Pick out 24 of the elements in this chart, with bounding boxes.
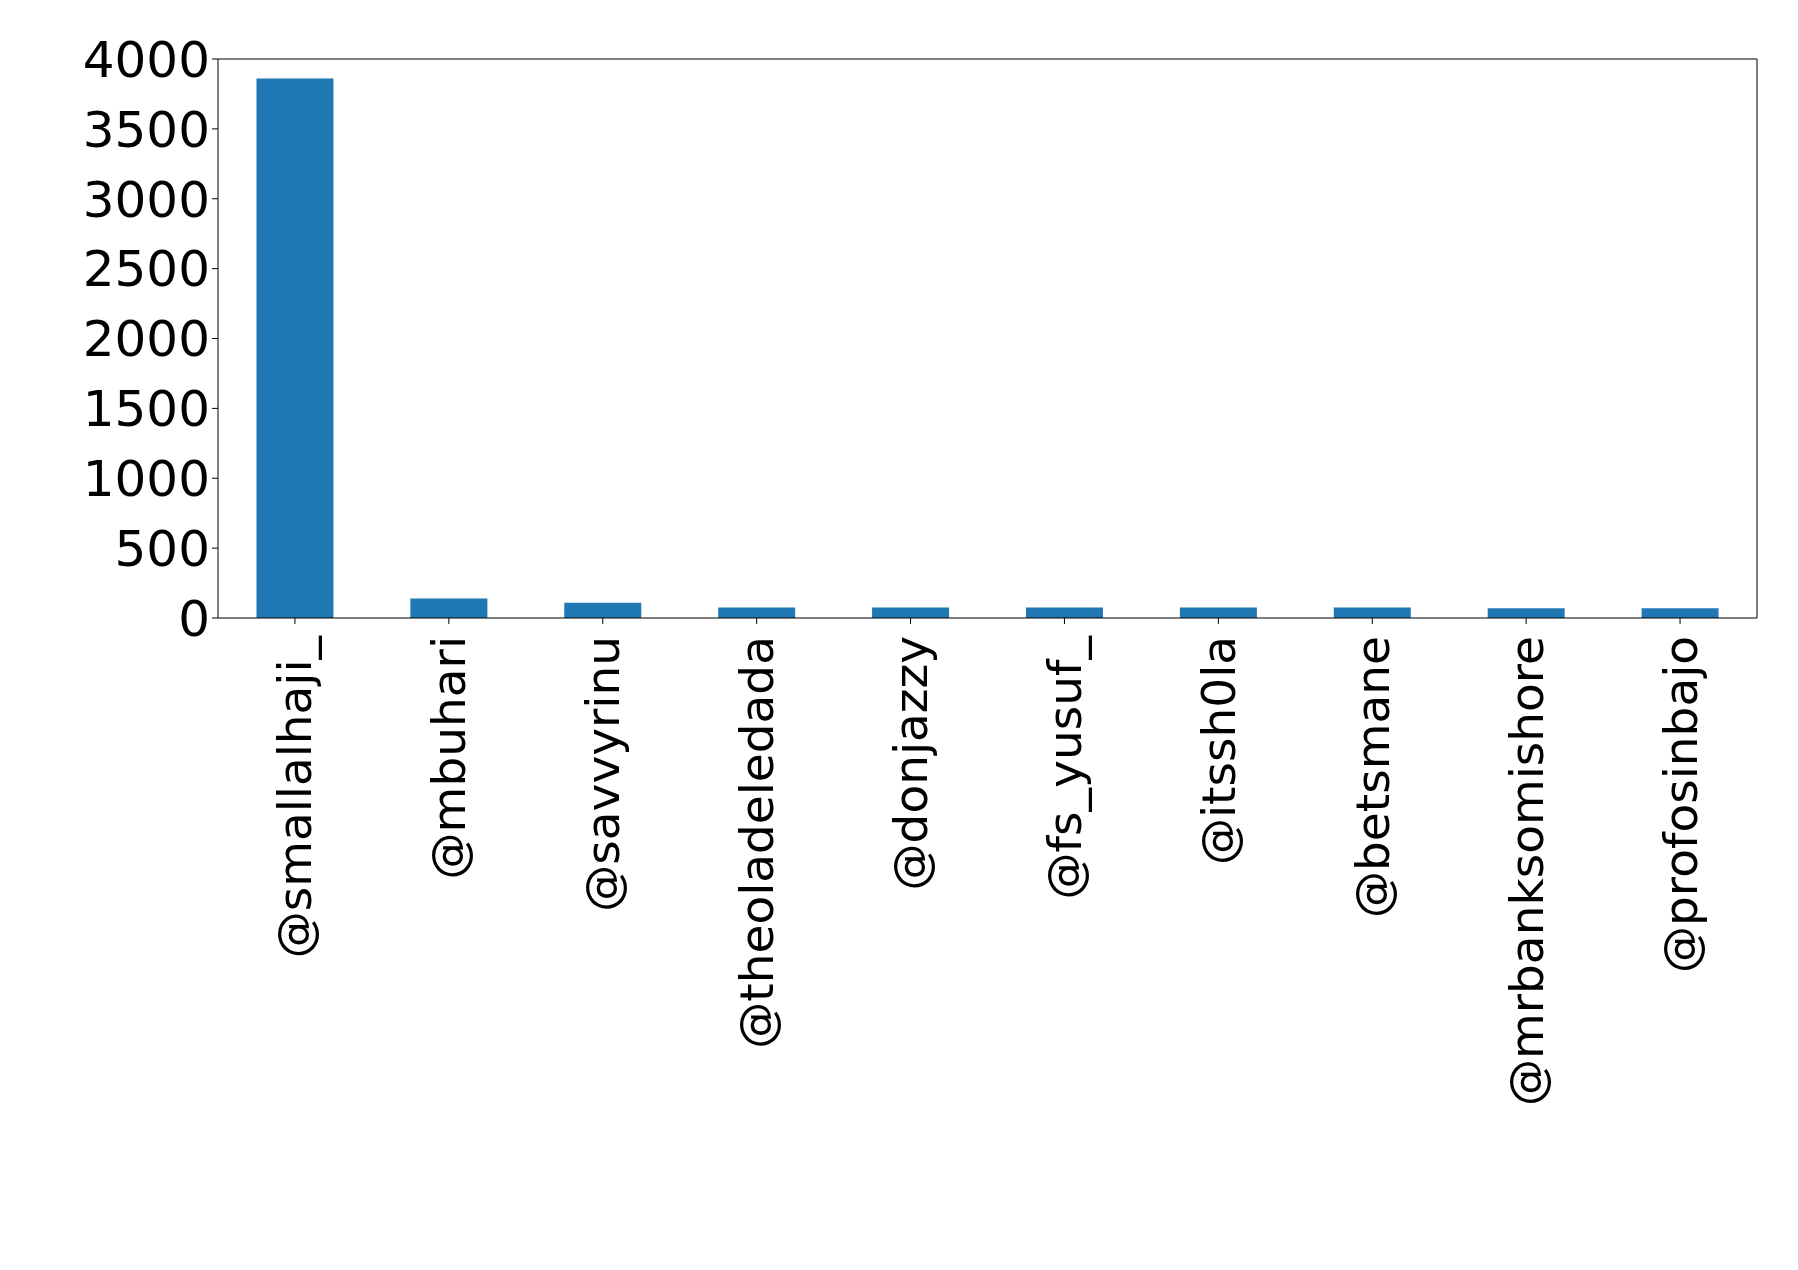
x-tick-label: @smallalhaji_ xyxy=(267,635,323,959)
y-tick-label: 2000 xyxy=(82,310,210,369)
x-tick-label: @profosinbajo xyxy=(1652,636,1708,973)
bar xyxy=(1487,608,1565,618)
y-tick-label: 4000 xyxy=(82,30,210,89)
x-tick-label: @mrbanksomishore xyxy=(1498,636,1554,1107)
y-tick-label: 1000 xyxy=(82,450,210,508)
y-tick-label: 3000 xyxy=(82,170,210,229)
x-tick-label: @donjazzy xyxy=(883,636,939,891)
y-tick-label: 0 xyxy=(178,589,210,648)
x-tick-label: @betsmane xyxy=(1344,636,1400,918)
x-tick-label: @theoladeledada xyxy=(729,636,785,1049)
x-tick-label: @savvyrinu xyxy=(575,636,631,912)
y-tick-label: 3500 xyxy=(82,100,210,159)
bar xyxy=(1641,608,1719,618)
y-tick-label: 1500 xyxy=(82,380,210,439)
x-tick-label: @mbuhari xyxy=(421,636,477,880)
bar xyxy=(564,602,642,618)
y-tick-label: 2500 xyxy=(82,240,210,299)
bar xyxy=(256,78,334,618)
bar xyxy=(410,598,488,618)
x-tick-label: @fs_yusuf_ xyxy=(1036,635,1092,900)
x-tick-label: @itssh0la xyxy=(1190,636,1246,866)
y-tick-label: 500 xyxy=(114,519,210,578)
